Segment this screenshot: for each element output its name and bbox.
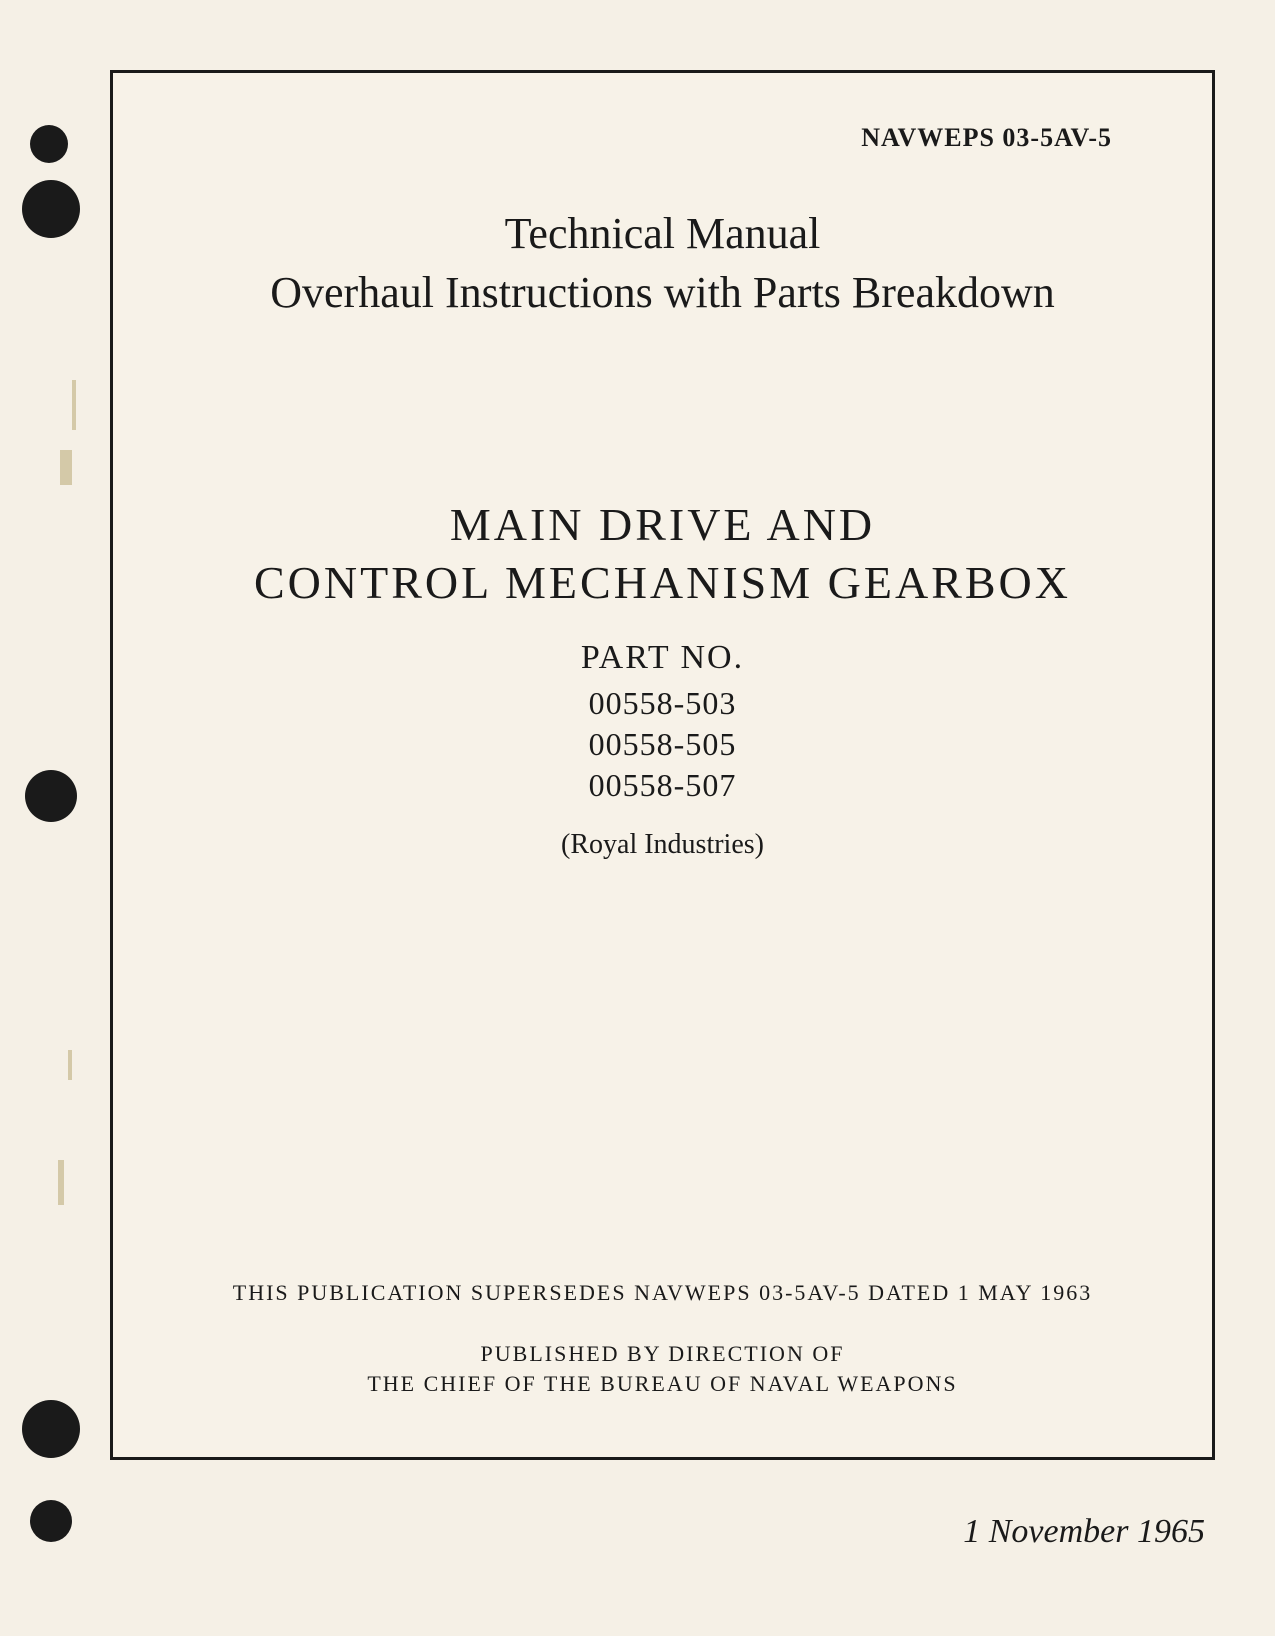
- part-number: 00558-503: [173, 685, 1152, 722]
- page-wear-mark: [58, 1160, 64, 1205]
- footer-section: THIS PUBLICATION SUPERSEDES NAVWEPS 03-5…: [113, 1280, 1212, 1397]
- part-number: 00558-505: [173, 726, 1152, 763]
- title-line-2: CONTROL MECHANISM GEARBOX: [173, 556, 1152, 609]
- publisher-line-1: PUBLISHED BY DIRECTION OF: [113, 1341, 1212, 1367]
- document-identifier: NAVWEPS 03-5AV-5: [173, 123, 1152, 153]
- part-number-label: PART NO.: [173, 639, 1152, 677]
- part-number: 00558-507: [173, 767, 1152, 804]
- binding-hole: [22, 180, 80, 238]
- binding-hole: [22, 1400, 80, 1458]
- heading-section: Technical Manual Overhaul Instructions w…: [173, 208, 1152, 318]
- binding-hole: [25, 770, 77, 822]
- page-wear-mark: [68, 1050, 72, 1080]
- publisher-line-2: THE CHIEF OF THE BUREAU OF NAVAL WEAPONS: [113, 1371, 1212, 1397]
- publication-date: 1 November 1965: [963, 1513, 1205, 1551]
- supersedes-notice: THIS PUBLICATION SUPERSEDES NAVWEPS 03-5…: [113, 1280, 1212, 1306]
- document-page: NAVWEPS 03-5AV-5 Technical Manual Overha…: [0, 0, 1275, 1636]
- manufacturer-name: (Royal Industries): [173, 829, 1152, 861]
- heading-line-1: Technical Manual: [173, 208, 1152, 259]
- title-section: MAIN DRIVE AND CONTROL MECHANISM GEARBOX…: [173, 498, 1152, 861]
- content-border: NAVWEPS 03-5AV-5 Technical Manual Overha…: [110, 70, 1215, 1460]
- heading-line-2: Overhaul Instructions with Parts Breakdo…: [173, 267, 1152, 318]
- binding-hole: [30, 1500, 72, 1542]
- page-wear-mark: [72, 380, 76, 430]
- binding-hole: [30, 125, 68, 163]
- title-line-1: MAIN DRIVE AND: [173, 498, 1152, 551]
- page-wear-mark: [60, 450, 72, 485]
